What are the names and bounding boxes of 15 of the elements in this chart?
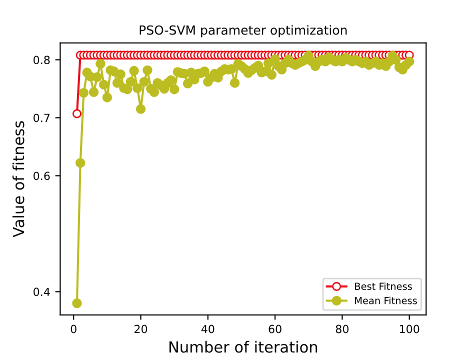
x-tick-label: 20 [134,324,148,334]
legend-label: Mean Fitness [355,296,417,304]
x-tick-label: 60 [268,324,282,334]
chart-title: PSO-SVM parameter optimization [140,25,347,38]
x-tick-label: 100 [400,324,420,334]
x-axis-title: Number of iteration [169,340,318,353]
y-axis-title: Value of fitness [12,121,24,238]
x-tick-label: 0 [70,324,76,334]
legend-label: Best Fitness [355,282,412,290]
x-tick-label: 80 [336,324,349,334]
y-tick-label: 0.4 [34,288,50,296]
y-tick-label: 0.6 [34,172,50,180]
y-tick-label: 0.8 [34,56,50,64]
y-tick-label: 0.7 [34,114,50,122]
x-tick-label: 40 [201,324,214,334]
